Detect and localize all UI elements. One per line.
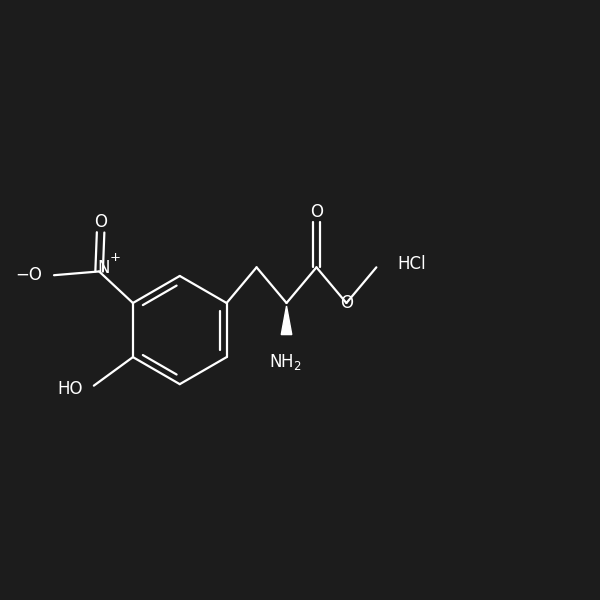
- Text: O: O: [94, 213, 107, 231]
- Text: +: +: [109, 251, 121, 263]
- Text: NH$_2$: NH$_2$: [269, 352, 301, 372]
- Text: O: O: [340, 294, 353, 312]
- Polygon shape: [281, 306, 292, 335]
- Text: N: N: [97, 259, 110, 277]
- Text: HCl: HCl: [397, 256, 426, 274]
- Text: −O: −O: [15, 266, 42, 284]
- Text: HO: HO: [58, 380, 83, 398]
- Text: O: O: [310, 203, 323, 221]
